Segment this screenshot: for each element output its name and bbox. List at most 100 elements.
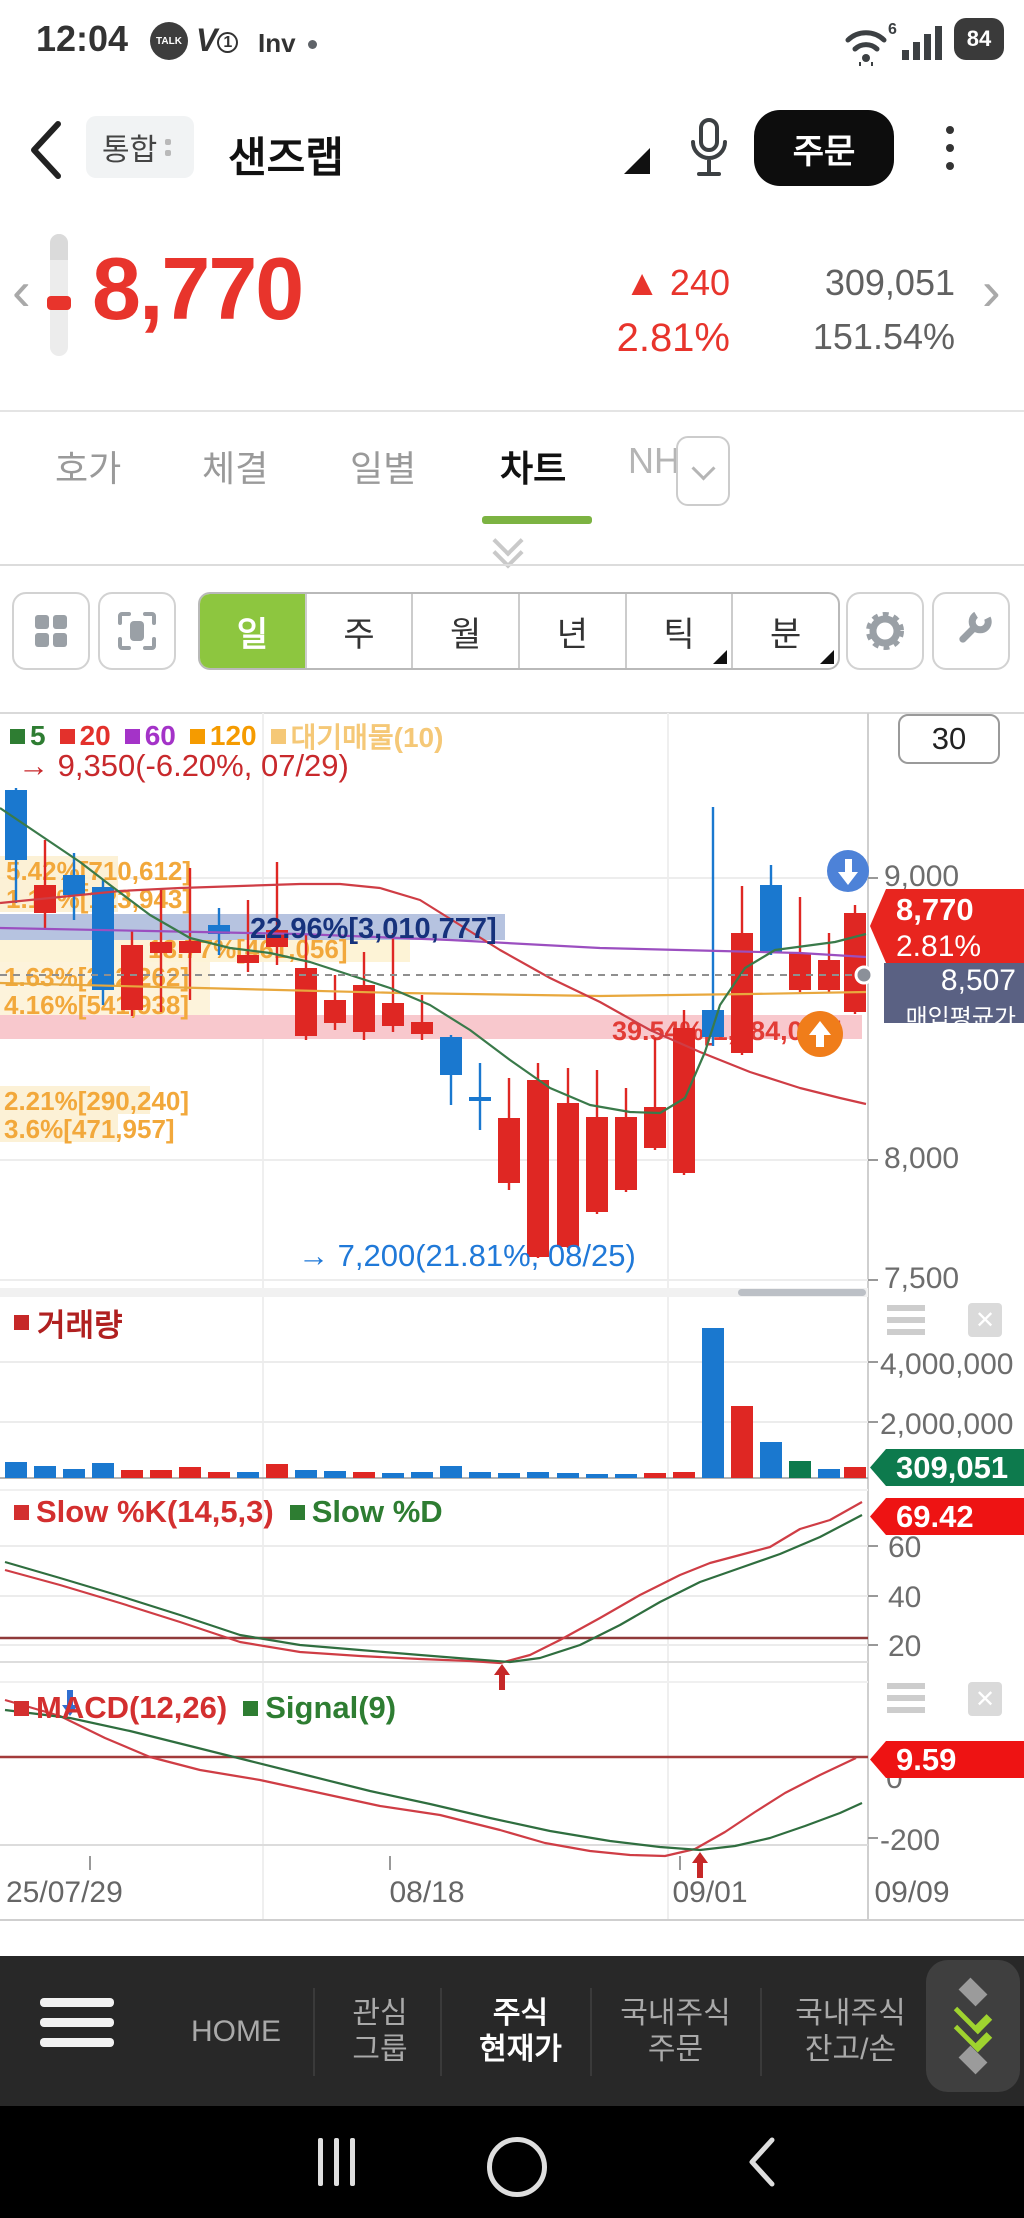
period-year[interactable]: 년 <box>518 594 625 668</box>
macd-sell-arrow <box>62 1690 78 1716</box>
daily-volume: 309,051 <box>824 262 955 303</box>
sell-signal-icon[interactable] <box>827 850 869 892</box>
period-tick[interactable]: 틱 <box>624 594 732 668</box>
volume-bar <box>92 1463 114 1478</box>
macd-legend: MACD(12,26) Signal(9) <box>14 1690 396 1726</box>
chart-settings-button[interactable] <box>846 592 924 670</box>
period-day[interactable]: 일 <box>200 594 305 668</box>
band-label-5: 4.16%[541,938] <box>4 990 189 1020</box>
chart-tools-button[interactable] <box>932 592 1010 670</box>
high-annotation: → 9,350(-6.20%, 07/29) <box>18 748 349 783</box>
tab-chegyeol[interactable]: 체결 <box>202 448 269 489</box>
candle <box>295 935 317 1040</box>
chart-scrollbar[interactable] <box>0 1288 868 1297</box>
low-annotation: → 7,200(21.81%, 08/25) <box>298 1238 636 1273</box>
fullscreen-button[interactable] <box>98 592 176 670</box>
period-segmented-control: 일 주 월 년 틱 분 <box>198 592 840 670</box>
band-label-7: 3.6%[471,957] <box>4 1114 175 1144</box>
macd-buy-arrow <box>692 1852 708 1878</box>
candle <box>615 1088 637 1192</box>
volume-bar <box>760 1442 782 1478</box>
macd-pane-close-icon[interactable]: ✕ <box>968 1682 1002 1716</box>
buy-signal-icon[interactable] <box>797 1011 843 1057</box>
prev-stock-arrow[interactable]: ‹ <box>12 259 31 322</box>
resistance-band <box>0 914 505 940</box>
back-button[interactable] <box>26 118 66 182</box>
volume-bar <box>702 1328 724 1478</box>
price-marker-dot <box>854 965 874 985</box>
gear-icon <box>866 612 904 650</box>
scope-chip[interactable]: 통합 <box>86 116 194 178</box>
volume-bar <box>498 1473 520 1478</box>
price-range-slider[interactable] <box>47 234 71 356</box>
nav-balance[interactable]: 국내주식 잔고/손 <box>795 1997 906 2066</box>
nav-menu-icon[interactable] <box>40 1998 114 2047</box>
nav-current-price[interactable]: 주식 현재가 <box>479 1997 562 2066</box>
chart-line <box>0 926 867 959</box>
candle <box>498 1078 520 1190</box>
candle <box>324 975 346 1030</box>
tab-dropdown-button[interactable] <box>676 436 730 506</box>
volume-bar <box>818 1469 840 1478</box>
order-button[interactable]: 주문 <box>754 110 894 186</box>
axis-label-7500: 7,500 <box>884 1262 960 1295</box>
candle <box>469 1063 491 1130</box>
volume-pane-menu-icon[interactable] <box>887 1305 925 1335</box>
volume-bar <box>731 1406 753 1478</box>
band-label-1: 5.42%[710,612] <box>6 856 191 886</box>
period-minute[interactable]: 분 <box>731 594 838 668</box>
chart-line <box>4 1708 863 1852</box>
tab-hoga[interactable]: 호가 <box>55 448 122 489</box>
collapse-chevrons-icon[interactable] <box>492 525 524 569</box>
axis-label-20: 20 <box>888 1630 922 1663</box>
price-change-pct: 2.81% <box>616 316 730 360</box>
resize-handle-icon[interactable] <box>624 148 650 174</box>
volume-bar <box>527 1472 549 1478</box>
more-menu-icon[interactable] <box>946 126 954 170</box>
ma5-label: 5 <box>30 720 46 751</box>
android-home-button[interactable] <box>487 2137 547 2197</box>
period-week[interactable]: 주 <box>304 594 412 668</box>
candle <box>150 890 172 1012</box>
volume-pane-close-icon[interactable]: ✕ <box>968 1303 1002 1337</box>
stoch-legend: Slow %K(14,5,3) Slow %D <box>14 1494 443 1530</box>
nav-home[interactable]: HOME <box>191 2015 281 2048</box>
candle <box>673 1010 695 1175</box>
scope-chip-dots-icon <box>165 138 172 156</box>
tab-nh[interactable]: NH <box>628 440 680 481</box>
axis-label-40: 40 <box>888 1581 922 1614</box>
volume-bar <box>63 1469 85 1478</box>
nav-stack-button[interactable] <box>926 1960 1020 2092</box>
volume-swatch <box>14 1315 29 1330</box>
bottom-nav <box>0 1956 1024 2106</box>
volume-bar <box>121 1470 143 1478</box>
axis-label-60: 60 <box>888 1531 922 1564</box>
volume-bar <box>266 1464 288 1478</box>
price-change: ▲ 240 <box>624 262 730 303</box>
chevron-down-icon <box>690 455 716 481</box>
ma120-label: 120 <box>209 720 257 751</box>
x-label-start: 25/07/29 <box>6 1876 123 1909</box>
candle <box>121 930 143 1016</box>
stock-title[interactable]: 샌즈랩 <box>228 134 344 181</box>
nav-domestic-order[interactable]: 국내주식 주문 <box>620 1997 731 2066</box>
macd-pane-menu-icon[interactable] <box>887 1683 925 1713</box>
nav-watchlist[interactable]: 관심 그룹 <box>352 1997 408 2066</box>
android-back-button[interactable] <box>744 2136 780 2188</box>
candle <box>92 880 114 1005</box>
android-recents-button[interactable] <box>318 2138 355 2186</box>
candle-count-box[interactable]: 30 <box>898 714 1000 764</box>
tab-ilbyeol[interactable]: 일별 <box>350 448 417 489</box>
chart-layout-button[interactable] <box>12 592 90 670</box>
candle <box>702 807 724 1046</box>
volume-bar <box>644 1473 666 1478</box>
mic-icon[interactable] <box>686 116 732 182</box>
tab-chart[interactable]: 차트 <box>500 448 567 489</box>
volume-bar <box>324 1471 346 1478</box>
scrollbar-handle[interactable] <box>738 1289 866 1296</box>
chart-line <box>4 1514 863 1664</box>
period-month[interactable]: 월 <box>411 594 518 668</box>
volume-bar <box>673 1472 695 1478</box>
next-stock-arrow[interactable]: › <box>982 259 1001 322</box>
